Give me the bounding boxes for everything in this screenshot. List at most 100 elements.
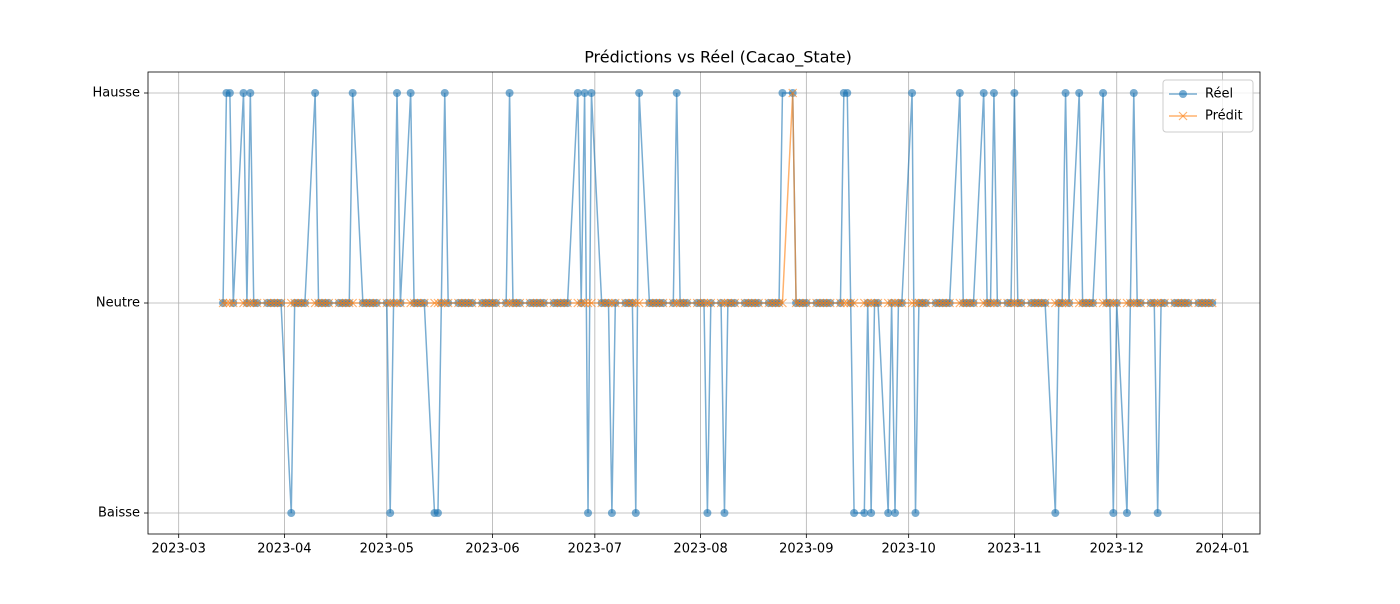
point bbox=[246, 89, 255, 97]
point bbox=[245, 298, 255, 308]
point bbox=[720, 509, 729, 517]
point bbox=[430, 298, 439, 308]
point bbox=[457, 298, 467, 308]
point bbox=[416, 298, 426, 308]
point bbox=[334, 298, 344, 308]
point bbox=[491, 298, 501, 308]
point bbox=[344, 298, 354, 308]
point bbox=[778, 89, 787, 97]
point bbox=[774, 298, 784, 308]
point bbox=[218, 298, 228, 308]
point bbox=[460, 298, 470, 308]
point bbox=[621, 298, 630, 308]
point bbox=[644, 298, 654, 308]
point bbox=[481, 298, 491, 308]
point bbox=[979, 89, 988, 97]
point bbox=[563, 298, 572, 308]
point bbox=[938, 298, 948, 308]
point bbox=[887, 298, 897, 308]
point bbox=[372, 298, 381, 308]
point bbox=[849, 298, 859, 308]
point bbox=[839, 298, 849, 308]
point bbox=[556, 298, 566, 308]
point bbox=[891, 509, 900, 517]
point bbox=[225, 89, 234, 97]
point bbox=[866, 298, 876, 308]
point bbox=[672, 89, 681, 97]
point bbox=[317, 298, 327, 308]
point bbox=[979, 298, 989, 308]
point bbox=[702, 298, 712, 308]
point bbox=[1179, 90, 1187, 98]
point bbox=[419, 298, 429, 308]
point bbox=[1200, 298, 1210, 308]
point bbox=[743, 298, 753, 308]
point bbox=[1173, 298, 1183, 308]
point bbox=[911, 298, 920, 308]
point bbox=[440, 298, 450, 308]
point bbox=[696, 298, 706, 308]
point bbox=[314, 298, 323, 308]
point bbox=[515, 298, 525, 308]
point bbox=[941, 298, 951, 308]
point bbox=[850, 509, 859, 517]
point bbox=[467, 298, 477, 308]
point bbox=[433, 298, 443, 308]
point bbox=[1122, 298, 1132, 308]
legend-label: Prédit bbox=[1205, 109, 1243, 124]
point bbox=[860, 509, 869, 517]
series bbox=[218, 88, 1217, 308]
point bbox=[535, 298, 545, 308]
point bbox=[986, 298, 995, 308]
point bbox=[1180, 298, 1190, 308]
point bbox=[600, 298, 610, 308]
point bbox=[1177, 298, 1186, 308]
point bbox=[627, 298, 637, 308]
chart-title: Prédictions vs Réel (Cacao_State) bbox=[584, 48, 852, 68]
x-tick-label: 2023-04 bbox=[257, 542, 311, 557]
point bbox=[679, 298, 688, 308]
point bbox=[764, 298, 774, 308]
point bbox=[692, 298, 702, 308]
x-tick-label: 2023-12 bbox=[1090, 542, 1144, 557]
point bbox=[863, 298, 873, 308]
point bbox=[1197, 298, 1207, 308]
point bbox=[382, 298, 392, 308]
point bbox=[624, 298, 634, 308]
point bbox=[911, 509, 920, 517]
point bbox=[870, 298, 879, 308]
point bbox=[1061, 89, 1070, 97]
point bbox=[386, 509, 395, 517]
point bbox=[771, 298, 781, 308]
x-tick-label: 2023-11 bbox=[987, 542, 1041, 557]
point bbox=[1033, 298, 1043, 308]
point bbox=[1003, 298, 1013, 308]
point bbox=[1207, 298, 1217, 308]
point bbox=[825, 298, 835, 308]
point bbox=[1040, 298, 1050, 308]
point bbox=[716, 298, 726, 308]
axes-frame bbox=[147, 71, 1261, 535]
point bbox=[703, 509, 712, 517]
point bbox=[406, 298, 416, 308]
point bbox=[1081, 298, 1091, 308]
point bbox=[723, 298, 733, 308]
point bbox=[1149, 298, 1159, 308]
point bbox=[1057, 298, 1067, 308]
point bbox=[706, 298, 716, 308]
point bbox=[225, 298, 235, 308]
point bbox=[917, 298, 927, 308]
point bbox=[699, 298, 709, 308]
point bbox=[672, 298, 682, 308]
point bbox=[348, 298, 358, 308]
point bbox=[958, 298, 968, 308]
point bbox=[1129, 298, 1139, 308]
x-tick-label: 2024-01 bbox=[1195, 542, 1249, 557]
point bbox=[1183, 298, 1193, 308]
point bbox=[818, 298, 828, 308]
point bbox=[365, 298, 375, 308]
point bbox=[1109, 509, 1118, 517]
point bbox=[955, 298, 965, 308]
point bbox=[1160, 298, 1169, 308]
point bbox=[668, 298, 678, 308]
